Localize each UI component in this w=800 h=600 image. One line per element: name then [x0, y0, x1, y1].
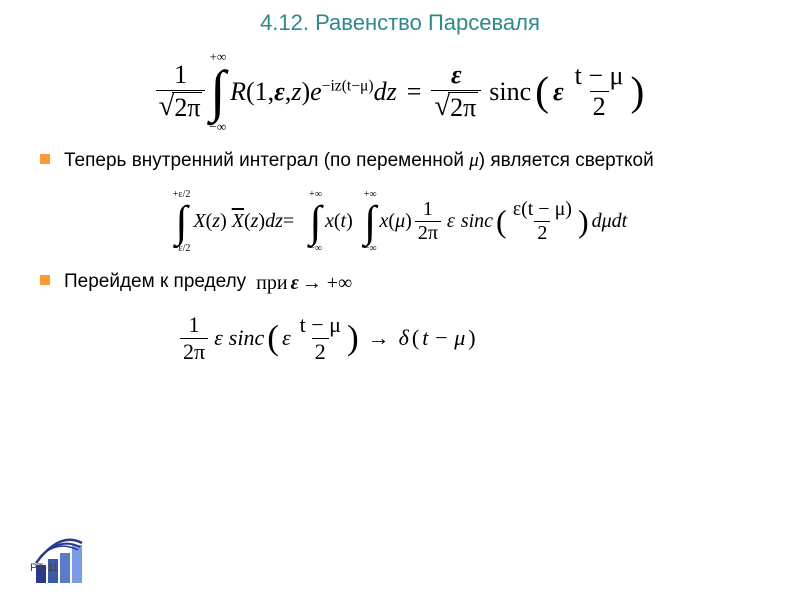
equation-2: +ε/2 ∫ −ε/2 X(z) X(z)dz= +∞ ∫ −∞ x(t) +∞…: [0, 190, 800, 254]
page-title: 4.12. Равенство Парсеваля: [0, 0, 800, 44]
slide-number: РТ-11: [30, 562, 59, 574]
equation-3: 1 2π ε sinc ( ε t − μ 2 ) → δ(t − μ): [180, 312, 800, 365]
logo-icon: [30, 535, 90, 585]
bullet-icon: [40, 275, 50, 285]
bullet-2: Перейдем к пределу при ε → +∞: [40, 268, 800, 298]
bullet-1: Теперь внутренний интеграл (по переменно…: [40, 147, 800, 176]
equation-1: 1 √2π +∞ ∫ −∞ R(1,ε,z)e−iz(t−μ)dz = ε √2…: [0, 50, 800, 133]
bullet-icon: [40, 154, 50, 164]
